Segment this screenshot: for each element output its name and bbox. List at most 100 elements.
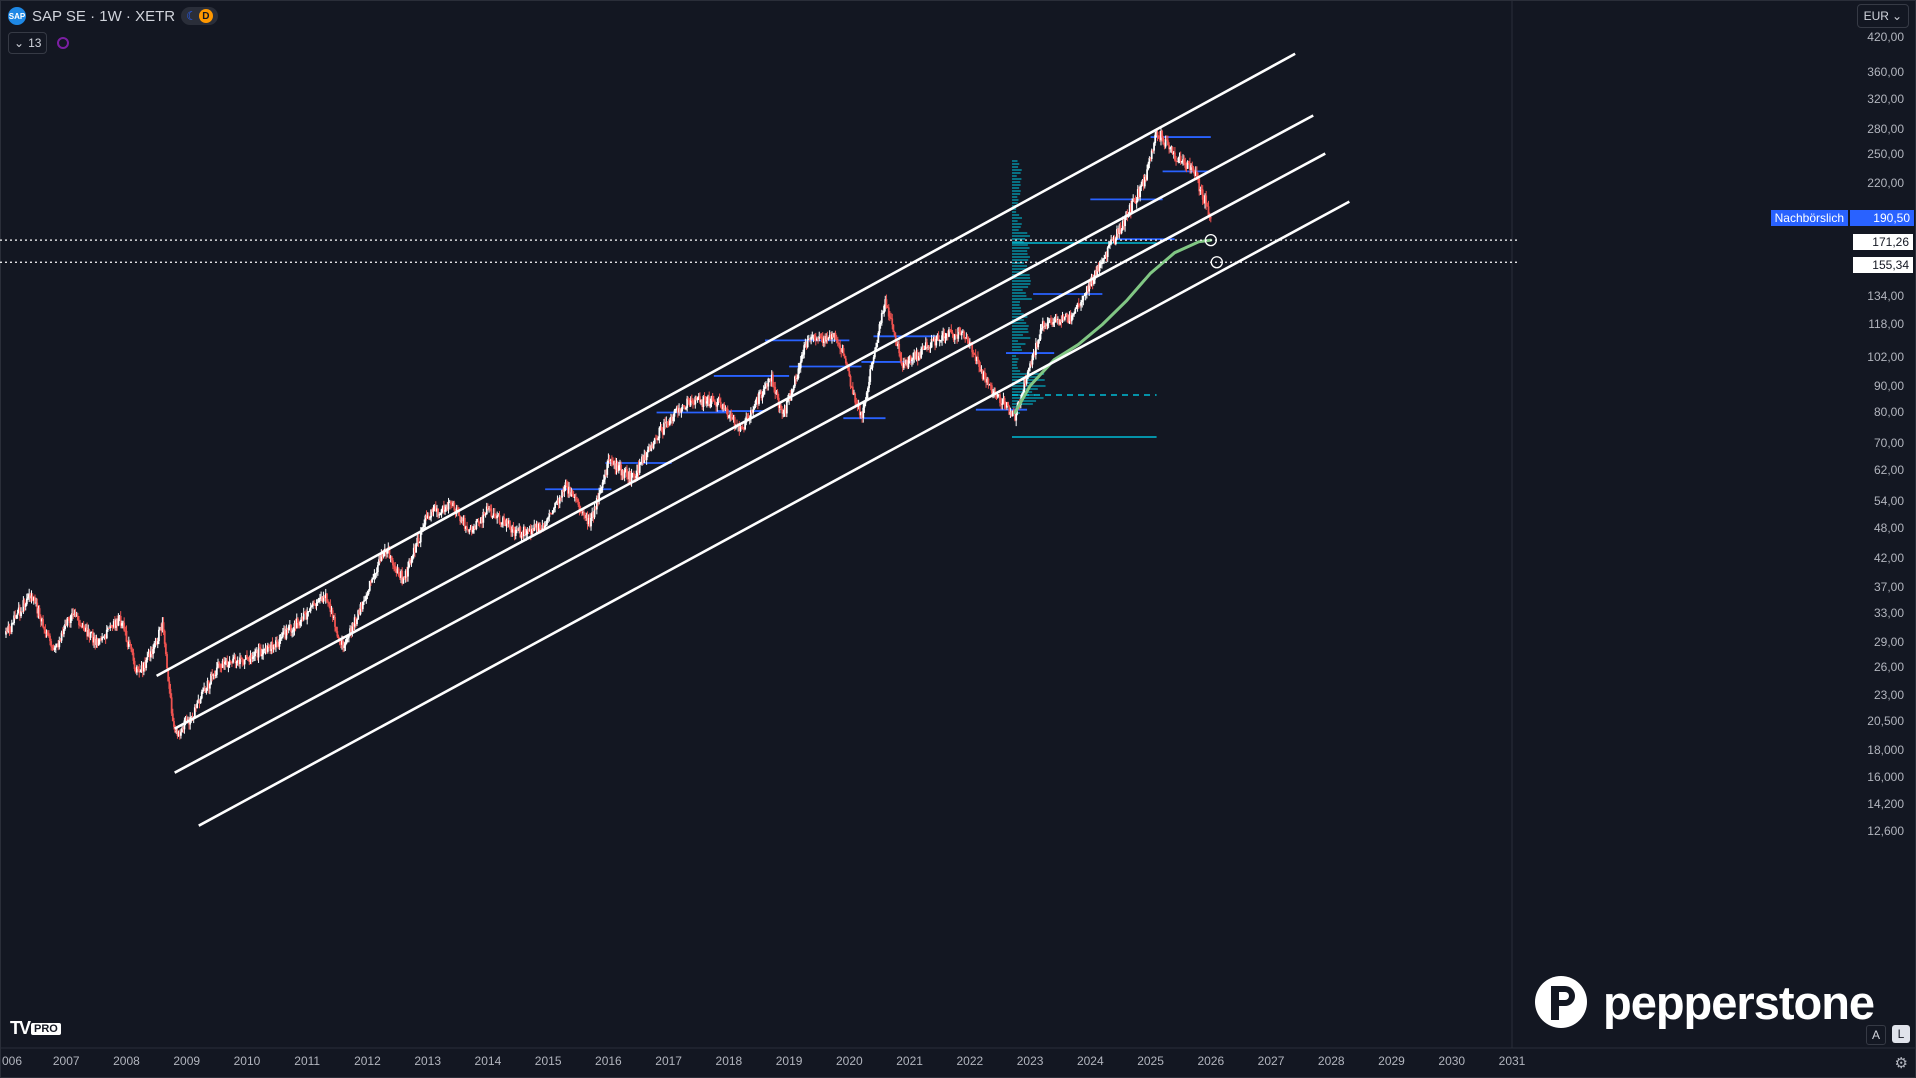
candle-body bbox=[1207, 206, 1210, 216]
candle-body bbox=[301, 617, 304, 620]
volume-profile-bar bbox=[1012, 184, 1021, 186]
candle-body bbox=[1061, 316, 1064, 323]
candle-body bbox=[915, 352, 918, 360]
volume-profile-bar bbox=[1012, 241, 1024, 243]
session-badges[interactable]: ☾ D bbox=[181, 7, 218, 25]
candle-body bbox=[526, 530, 529, 535]
volume-profile-bar bbox=[1012, 247, 1030, 249]
candle-body bbox=[785, 400, 788, 414]
candle-body bbox=[58, 640, 61, 648]
candle-body bbox=[607, 458, 610, 464]
candle-body bbox=[753, 406, 756, 410]
candle-body bbox=[244, 655, 247, 660]
candle-body bbox=[108, 627, 111, 629]
candle-body bbox=[141, 665, 144, 672]
candle-body bbox=[117, 618, 120, 626]
candle-body bbox=[877, 332, 880, 343]
candle-body bbox=[512, 526, 515, 530]
candle-body bbox=[1060, 319, 1063, 323]
candle-body bbox=[630, 473, 633, 483]
candle-body bbox=[880, 313, 883, 323]
candle-body bbox=[441, 506, 444, 510]
candle-body bbox=[1069, 314, 1072, 322]
candle-body bbox=[949, 329, 952, 331]
candle-body bbox=[929, 347, 932, 349]
candle-body bbox=[66, 617, 69, 626]
candle-body bbox=[511, 526, 514, 533]
candle-body bbox=[906, 359, 909, 368]
log-scale-button[interactable]: L bbox=[1892, 1025, 1910, 1043]
candle-body bbox=[125, 630, 128, 642]
candle-body bbox=[1080, 302, 1082, 306]
candle-body bbox=[1050, 319, 1052, 323]
volume-profile-bar bbox=[1012, 295, 1027, 297]
candle-body bbox=[236, 660, 239, 663]
candle-body bbox=[404, 570, 407, 578]
candle-body bbox=[870, 367, 873, 370]
candle-body bbox=[104, 635, 107, 639]
candle-body bbox=[74, 614, 77, 616]
candle-body bbox=[1039, 329, 1042, 340]
candle-body bbox=[168, 681, 171, 689]
candle-body bbox=[111, 626, 114, 628]
candle-body bbox=[115, 619, 117, 628]
volume-profile-bar bbox=[1012, 310, 1022, 312]
volume-profile-bar bbox=[1012, 268, 1030, 270]
candle-body bbox=[174, 726, 177, 733]
candle-body bbox=[139, 671, 142, 673]
candle-body bbox=[1110, 240, 1113, 244]
candle-body bbox=[401, 570, 404, 584]
candle-body bbox=[638, 462, 641, 473]
candle-body bbox=[776, 391, 779, 398]
candle-body bbox=[371, 579, 373, 583]
candle-body bbox=[233, 656, 236, 659]
candle-body bbox=[237, 660, 240, 665]
candle-body bbox=[836, 339, 839, 343]
candle-body bbox=[895, 341, 898, 347]
candle-body bbox=[528, 529, 531, 531]
candle-body bbox=[463, 517, 466, 529]
volume-profile-bar bbox=[1012, 286, 1029, 288]
candle-body bbox=[722, 403, 724, 410]
candle-body bbox=[558, 496, 561, 504]
candle-body bbox=[1036, 343, 1038, 348]
candle-body bbox=[256, 649, 259, 658]
volume-profile-bar bbox=[1012, 244, 1028, 246]
currency-selector[interactable]: EUR ⌄ bbox=[1856, 4, 1909, 28]
price-axis-label: 33,00 bbox=[1873, 605, 1904, 620]
candle-body bbox=[331, 610, 334, 618]
candle-body bbox=[248, 660, 251, 662]
candle-body bbox=[586, 514, 589, 525]
candle-body bbox=[524, 526, 526, 536]
candle-body bbox=[831, 333, 833, 340]
candle-body bbox=[981, 369, 984, 379]
candle-body bbox=[532, 528, 534, 531]
candle-body bbox=[1200, 188, 1203, 190]
candle-body bbox=[775, 391, 778, 394]
candle-body bbox=[451, 504, 453, 507]
candle-body bbox=[503, 517, 506, 524]
candle-body bbox=[234, 656, 237, 664]
volume-profile-bar bbox=[1012, 331, 1029, 333]
candle-body bbox=[258, 647, 261, 649]
symbol-header[interactable]: SAP SAP SE · 1W · XETR ☾ D bbox=[8, 6, 218, 26]
candle-body bbox=[826, 336, 829, 341]
replay-ring-icon[interactable] bbox=[57, 37, 70, 49]
time-axis-label: 2017 bbox=[655, 1054, 682, 1068]
auto-scale-button[interactable]: A bbox=[1866, 1025, 1886, 1045]
symbol-title[interactable]: SAP SE · 1W · XETR bbox=[32, 7, 176, 25]
indicators-toggle-button[interactable]: ⌄ 13 bbox=[8, 32, 48, 54]
candle-body bbox=[485, 506, 488, 515]
candle-body bbox=[339, 642, 342, 645]
volume-profile-bar bbox=[1012, 304, 1020, 306]
candle-body bbox=[200, 691, 203, 699]
settings-gear-icon[interactable]: ⚙ bbox=[1894, 1055, 1908, 1072]
delayed-data-badge[interactable]: D bbox=[198, 9, 213, 23]
volume-profile-bar bbox=[1012, 355, 1017, 357]
candle-body bbox=[890, 317, 892, 319]
candle-body bbox=[1014, 413, 1016, 421]
candle-body bbox=[275, 640, 277, 648]
candle-body bbox=[660, 426, 663, 431]
candle-body bbox=[1066, 313, 1069, 318]
